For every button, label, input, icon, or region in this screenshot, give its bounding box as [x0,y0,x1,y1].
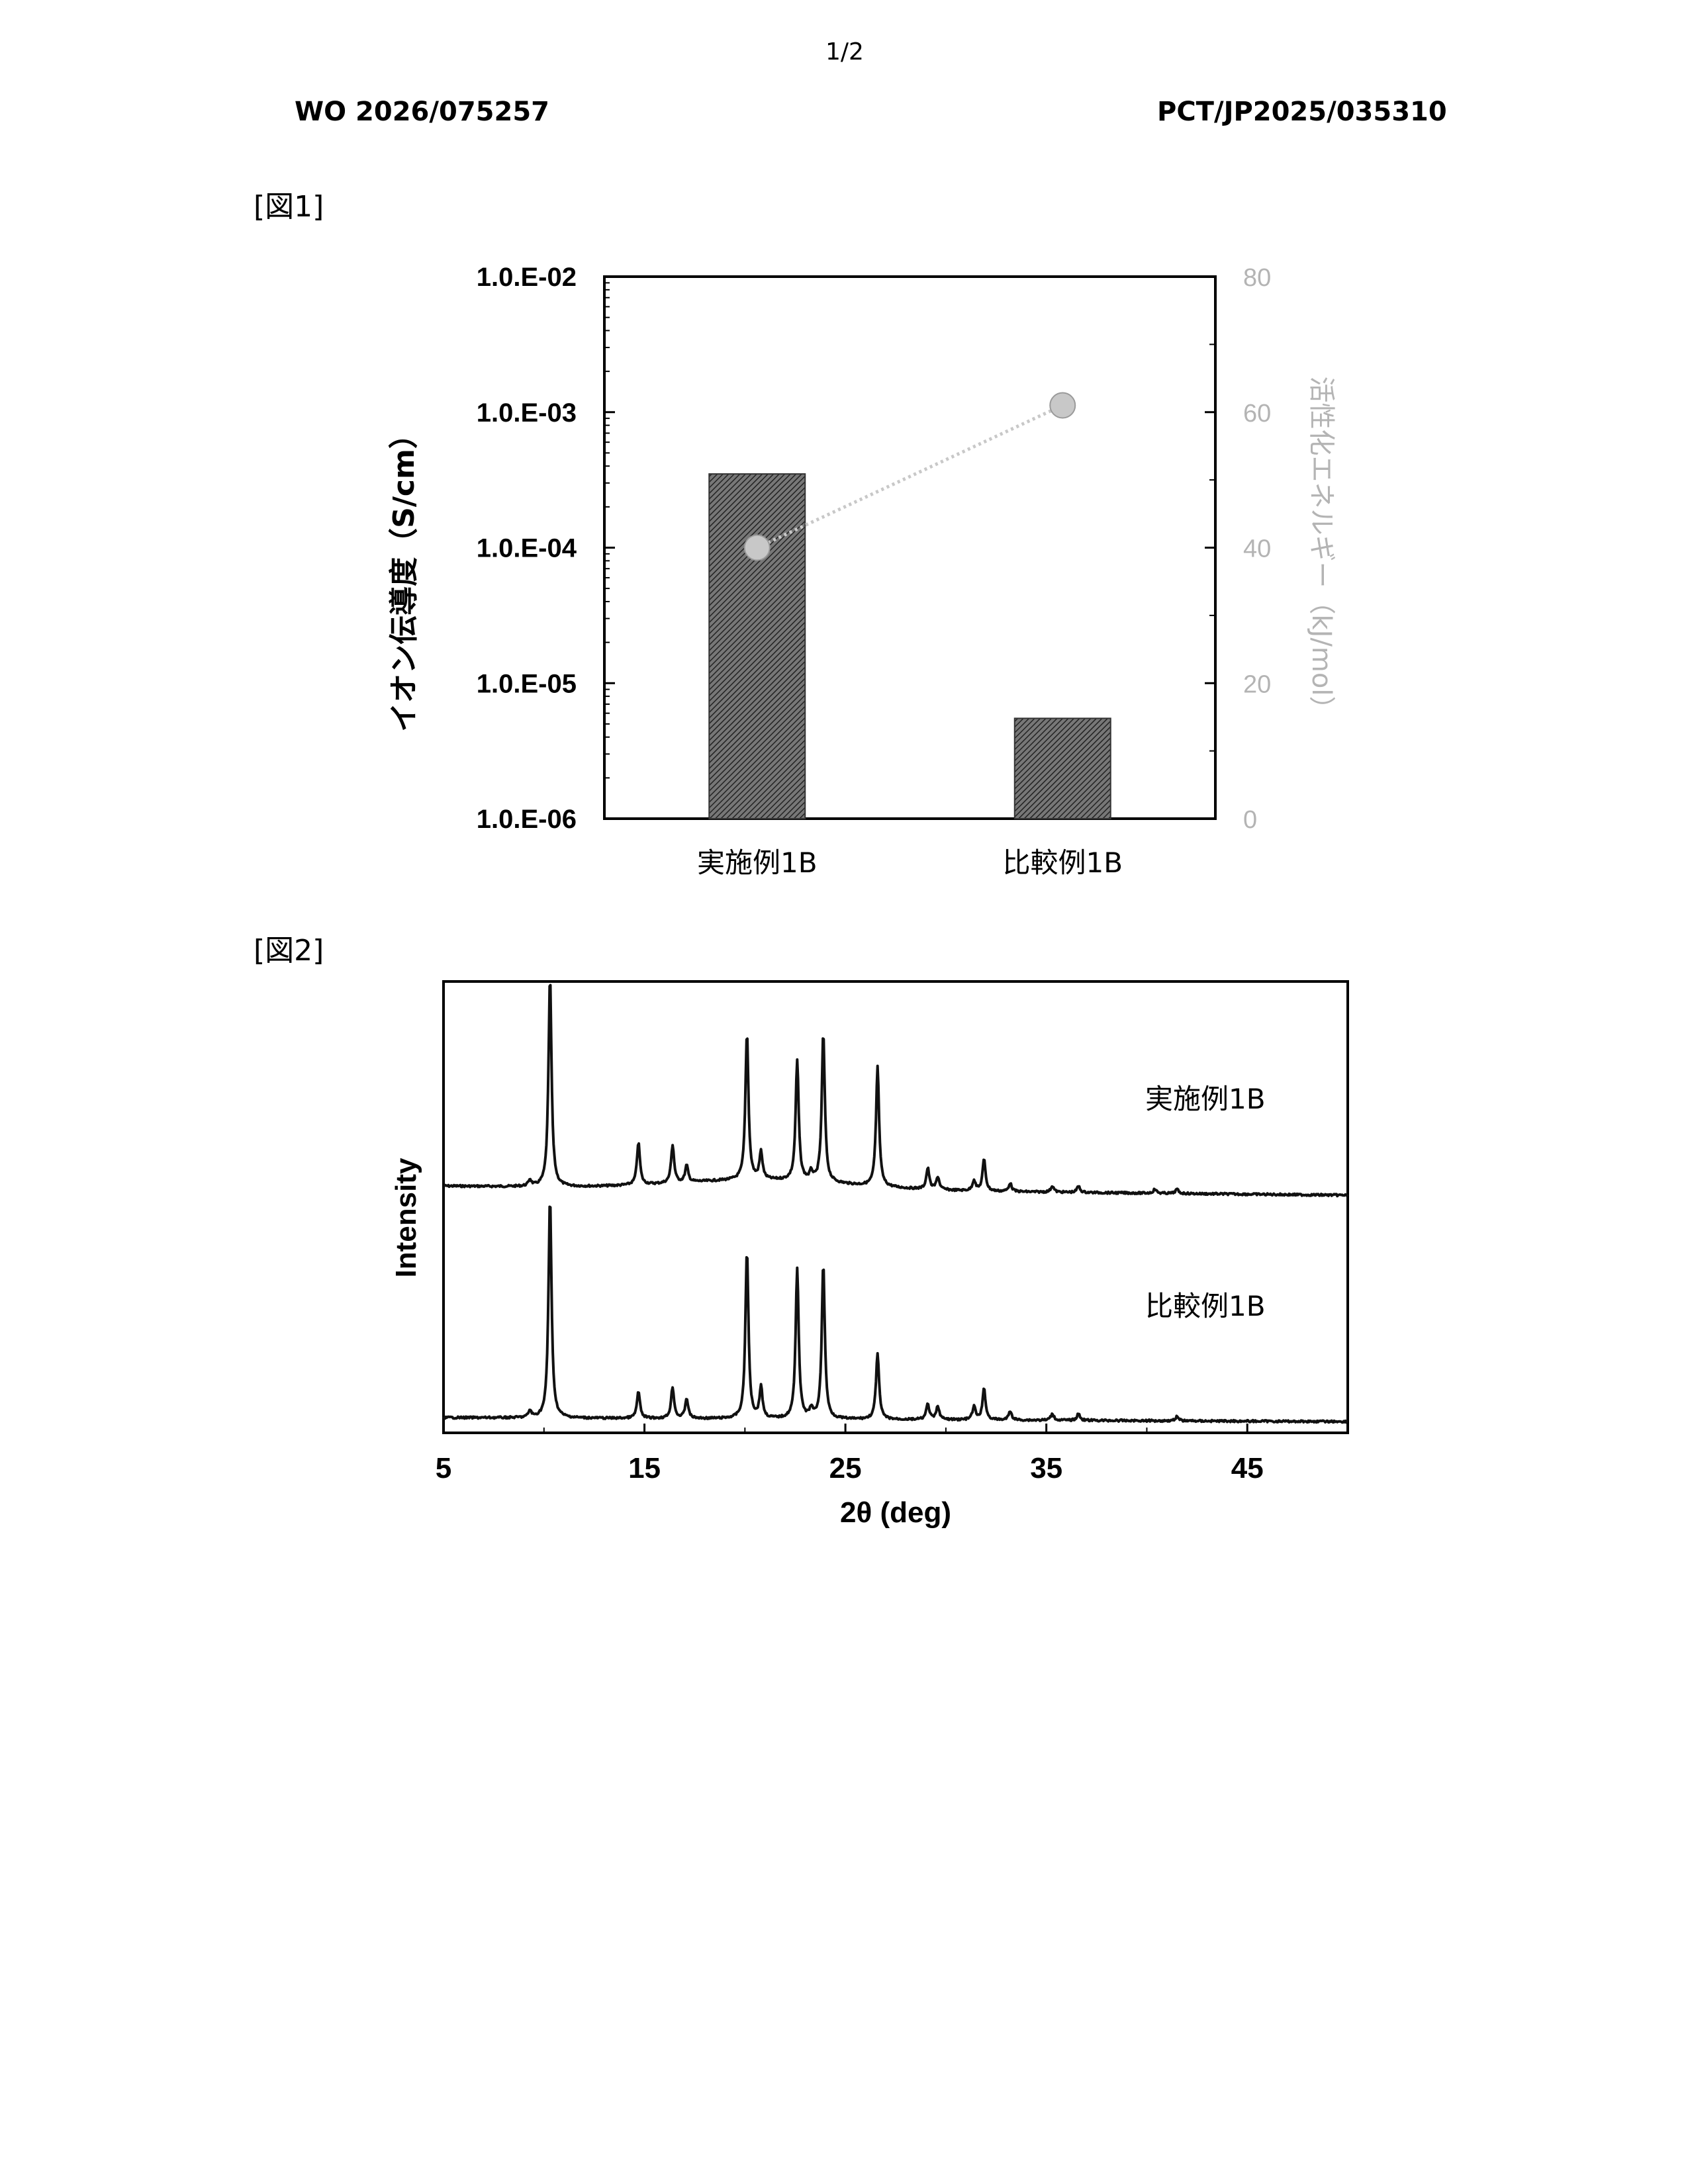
trace-label: 実施例1B [1145,1083,1266,1115]
y-tick-label: 1.0.E-03 [477,398,577,428]
secondary-y-axis-label: 活性化エネルギー（kJ/mol） [1306,377,1336,723]
y-axis-label: イオン伝導度（S/cm） [387,420,421,732]
x-tick-label: 5 [436,1452,451,1484]
activation-energy-point [743,534,771,561]
x-category-label: 実施例1B [697,846,818,879]
page-number: 1/2 [825,38,864,66]
y-tick-label: 1.0.E-05 [477,669,577,698]
x-tick-label: 35 [1030,1452,1062,1484]
x-tick-label: 25 [829,1452,862,1484]
x-axis-label: 2θ (deg) [840,1496,951,1529]
publication-number: WO 2026/075257 [295,97,549,127]
y-tick-label: 1.0.E-04 [477,534,577,563]
xrd-pattern-chart: 実施例1B 比較例1B 5 15 25 35 45 2θ (deg) Intensity [390,980,1349,1529]
xrd-trace [443,983,1349,1198]
conductivity-bar [1013,717,1111,820]
y2-tick-label: 0 [1243,806,1257,834]
xrd-trace [442,1205,1348,1424]
y-tick-label: 1.0.E-02 [477,263,577,292]
ionic-conductivity-chart: 1.0.E-06 1.0.E-05 1.0.E-04 1.0.E-03 1.0.E-02… [387,263,1336,879]
y2-tick-label: 20 [1243,670,1271,698]
figure-2-label: [図2] [254,934,324,968]
y-tick-label: 1.0.E-06 [477,805,577,834]
y-axis-label: Intensity [390,1158,422,1277]
x-tick-label: 45 [1231,1452,1264,1484]
y2-tick-label: 80 [1243,264,1271,292]
activation-energy-line [756,404,1064,549]
x-category-label: 比較例1B [1002,846,1123,879]
x-tick-label: 15 [628,1452,661,1484]
y2-tick-label: 60 [1243,400,1271,428]
application-number: PCT/JP2025/035310 [1157,97,1447,127]
y2-tick-label: 40 [1243,535,1271,563]
figure-1-label: [図1] [254,190,324,224]
trace-label: 比較例1B [1145,1290,1266,1322]
plot-frame [442,980,1349,1434]
activation-energy-point [1049,392,1076,419]
